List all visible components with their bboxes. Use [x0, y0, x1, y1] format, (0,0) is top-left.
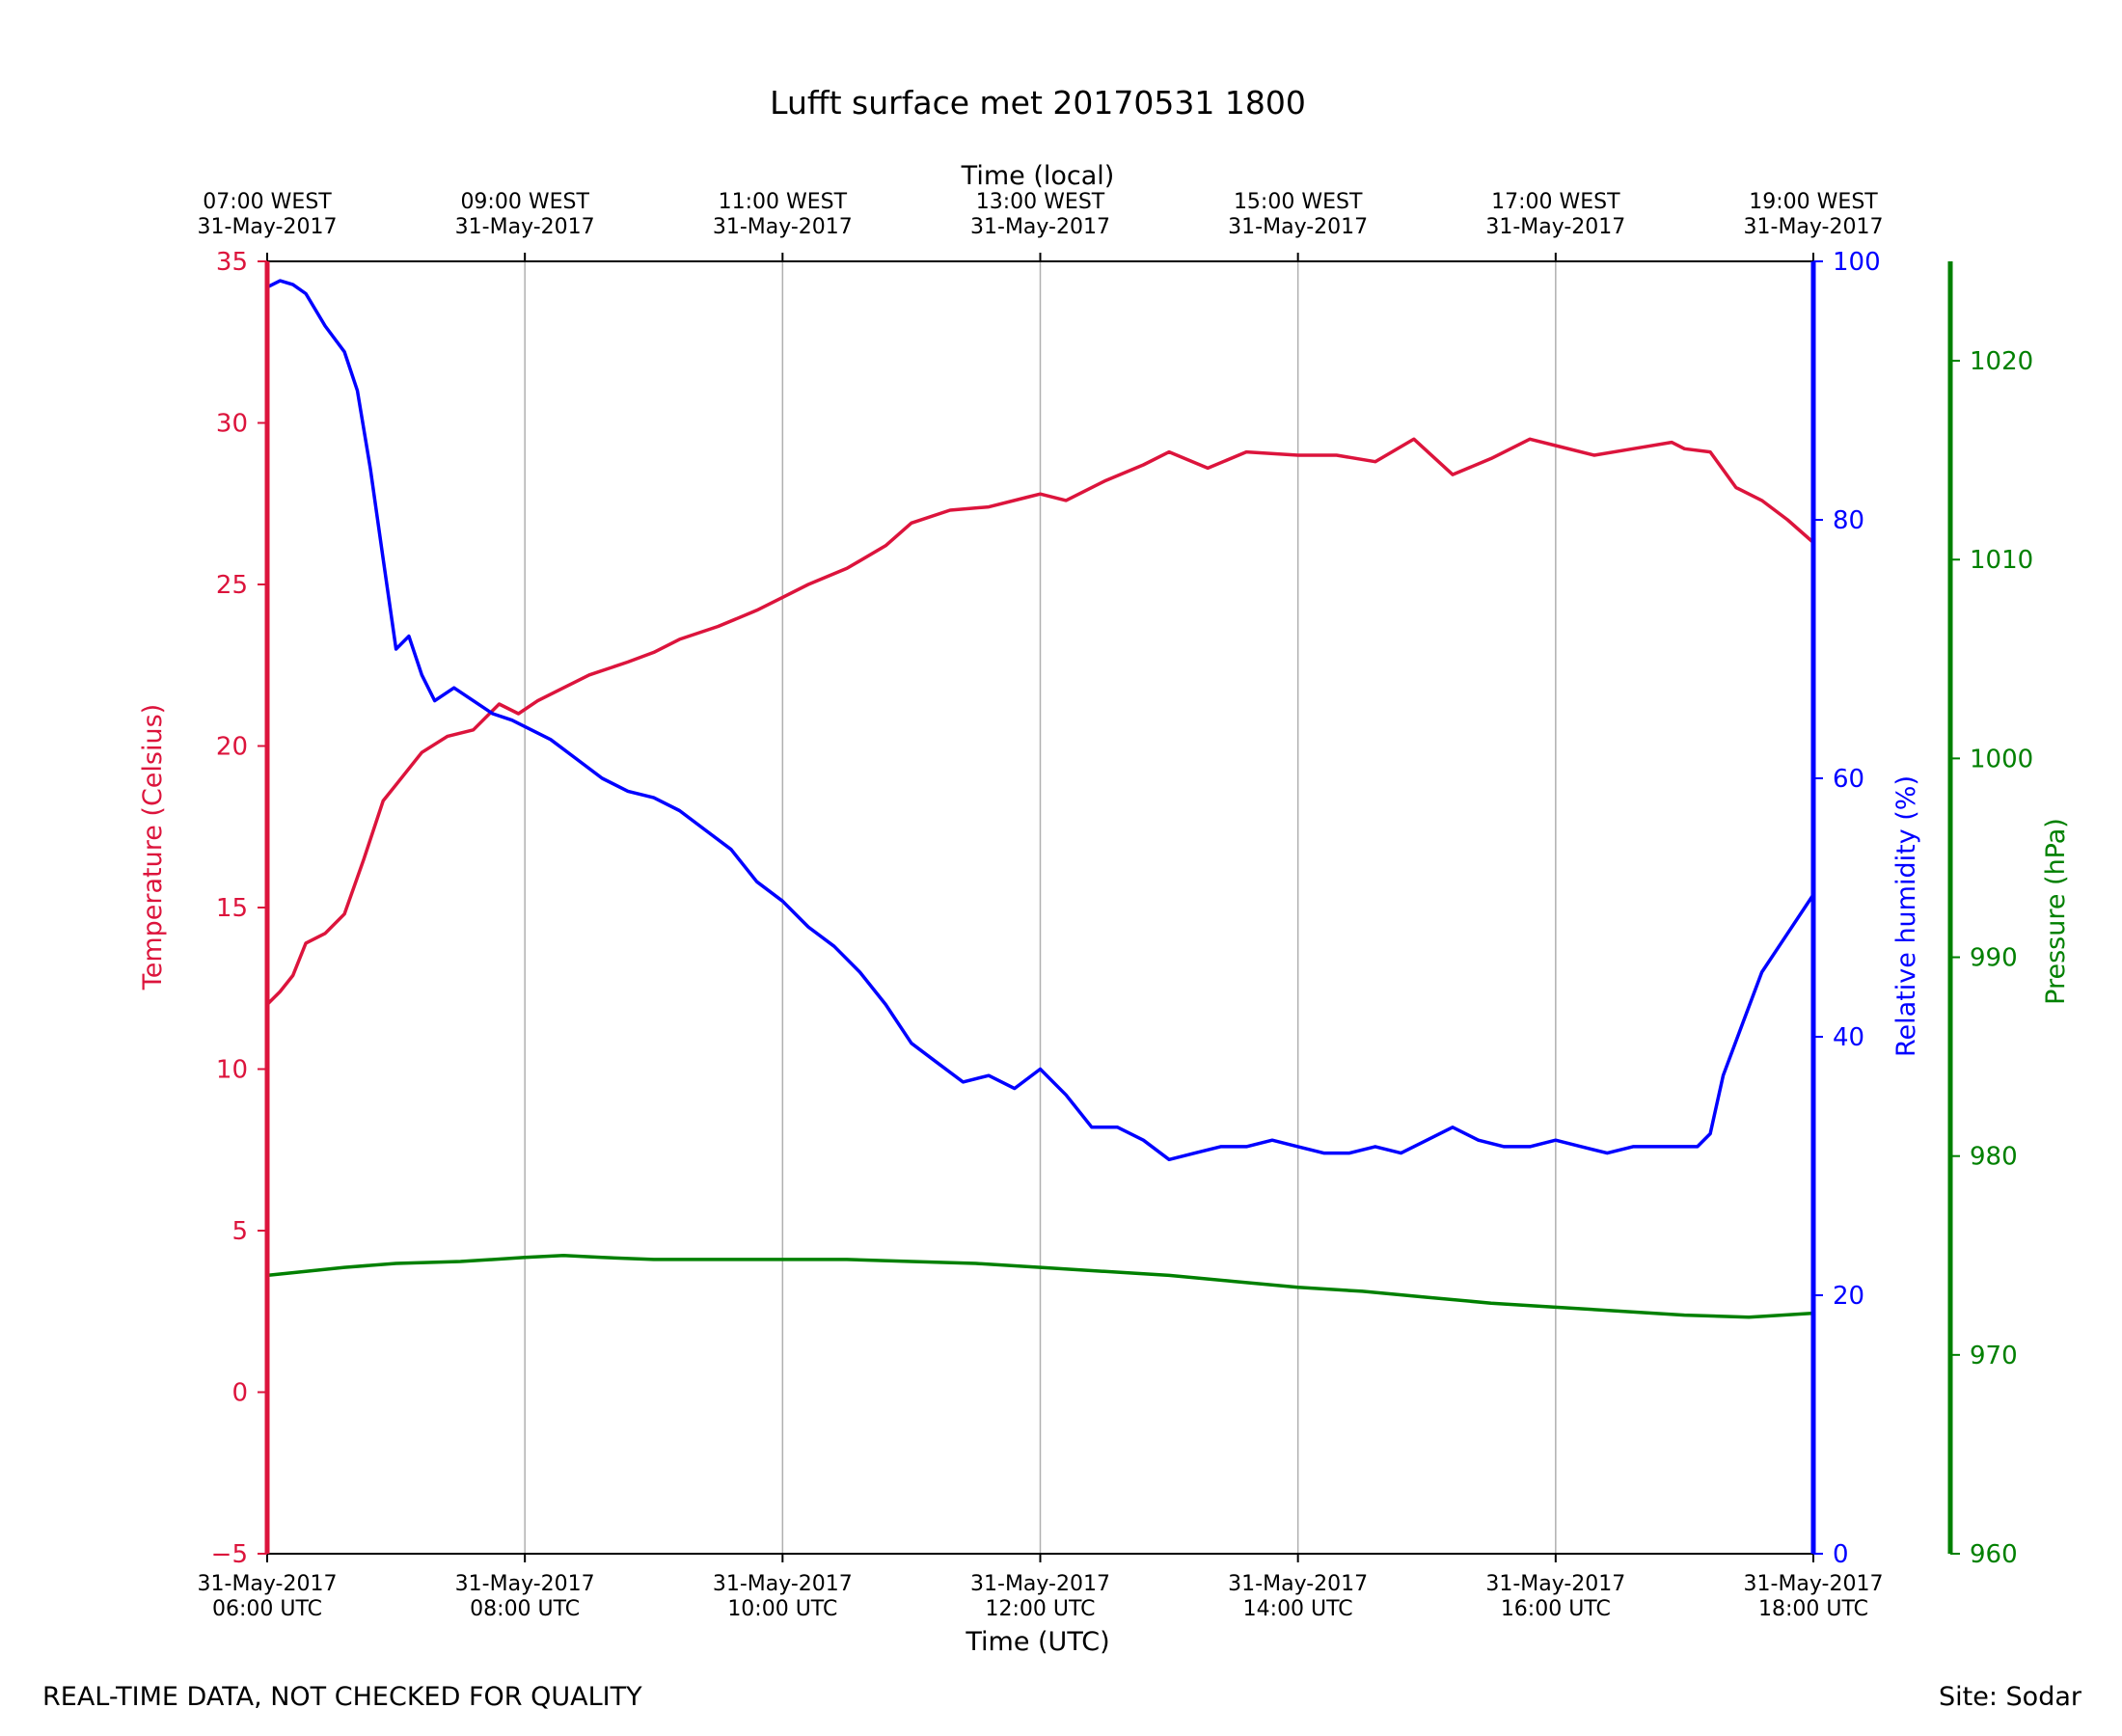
- humidity-tick-label: 60: [1833, 765, 1864, 794]
- x-tick-label-utc: 16:00 UTC: [1501, 1597, 1611, 1621]
- x-top-tick-label-local: 13:00 WEST: [976, 190, 1105, 214]
- humidity-tick-label: 40: [1833, 1023, 1864, 1052]
- x-tick-label-utc: 12:00 UTC: [985, 1597, 1095, 1621]
- x-tick-label-date: 31-May-2017: [455, 1572, 595, 1596]
- temperature-tick-label: 20: [216, 733, 248, 762]
- pressure-tick-label: 980: [1970, 1143, 2018, 1172]
- grid-lines: [524, 261, 1557, 1554]
- bottom-axis-label: Time (UTC): [965, 1627, 1109, 1657]
- x-tick-label-utc: 18:00 UTC: [1758, 1597, 1868, 1621]
- x-tick-label-utc: 06:00 UTC: [212, 1597, 322, 1621]
- temperature-tick-label: 35: [216, 248, 248, 277]
- top-axis-label: Time (local): [961, 161, 1115, 191]
- x-top-tick-label-local: 07:00 WEST: [203, 190, 332, 214]
- x-tick-label-date: 31-May-2017: [713, 1572, 853, 1596]
- x-tick-label-date: 31-May-2017: [1228, 1572, 1368, 1596]
- x-top-tick-label-date: 31-May-2017: [713, 215, 853, 239]
- pressure-tick-label: 1010: [1970, 546, 2033, 575]
- humidity-tick-label: 100: [1833, 248, 1881, 277]
- pressure-axis-label: Pressure (hPa): [2041, 818, 2071, 1005]
- temperature-axis-label: Temperature (Celsius): [138, 704, 168, 990]
- x-top-tick-label-date: 31-May-2017: [1228, 215, 1368, 239]
- x-tick-label-date: 31-May-2017: [1744, 1572, 1884, 1596]
- x-tick-label-date: 31-May-2017: [970, 1572, 1110, 1596]
- pressure-tick-label: 1020: [1970, 347, 2033, 376]
- temperature-tick-label: 30: [216, 410, 248, 439]
- relative-humidity-line: [266, 279, 1815, 1162]
- temperature-tick-label: 25: [216, 571, 248, 600]
- x-top-tick-label-local: 17:00 WEST: [1491, 190, 1620, 214]
- x-top-tick-label-date: 31-May-2017: [1485, 215, 1625, 239]
- series-lines: [265, 279, 1815, 1319]
- x-top-tick-label-local: 19:00 WEST: [1749, 190, 1878, 214]
- humidity-tick-label: 20: [1833, 1282, 1864, 1311]
- humidity-tick-label: 80: [1833, 506, 1864, 535]
- humidity-tick-label: 0: [1833, 1540, 1849, 1569]
- x-tick-label-utc: 08:00 UTC: [470, 1597, 580, 1621]
- pressure-tick-label: 990: [1970, 944, 2018, 973]
- site-label: Site: Sodar: [1939, 1682, 2082, 1712]
- x-top-tick-label-date: 31-May-2017: [1744, 215, 1884, 239]
- pressure-line: [266, 1254, 1814, 1319]
- temperature-tick-label: 10: [216, 1056, 248, 1085]
- x-top-tick-label-local: 11:00 WEST: [719, 190, 848, 214]
- quality-note: REAL-TIME DATA, NOT CHECKED FOR QUALITY: [42, 1682, 642, 1712]
- temperature-tick-label: 0: [231, 1379, 248, 1408]
- x-top-tick-label-local: 09:00 WEST: [460, 190, 589, 214]
- x-top-tick-label-date: 31-May-2017: [455, 215, 595, 239]
- temperature-tick-label: 15: [216, 894, 248, 923]
- pressure-tick-label: 1000: [1970, 745, 2033, 773]
- pressure-tick-label: 960: [1970, 1540, 2018, 1569]
- x-top-tick-label-date: 31-May-2017: [970, 215, 1110, 239]
- temperature-tick-label: 5: [231, 1217, 248, 1246]
- temperature-tick-label: −5: [211, 1540, 248, 1569]
- x-tick-label-date: 31-May-2017: [1485, 1572, 1625, 1596]
- temperature-line: [265, 437, 1815, 1006]
- x-top-tick-label-date: 31-May-2017: [198, 215, 338, 239]
- pressure-tick-label: 970: [1970, 1342, 2018, 1370]
- humidity-axis-label: Relative humidity (%): [1891, 775, 1921, 1057]
- x-tick-label-utc: 10:00 UTC: [727, 1597, 837, 1621]
- x-top-tick-label-local: 15:00 WEST: [1234, 190, 1363, 214]
- chart-title: Lufft surface met 20170531 1800: [770, 84, 1306, 122]
- x-tick-label-utc: 14:00 UTC: [1243, 1597, 1353, 1621]
- x-tick-label-date: 31-May-2017: [198, 1572, 338, 1596]
